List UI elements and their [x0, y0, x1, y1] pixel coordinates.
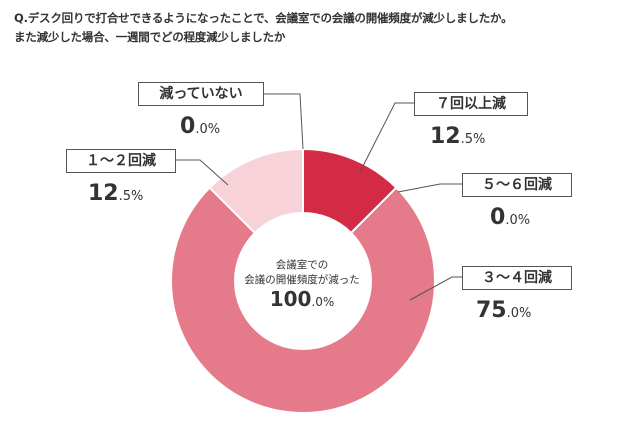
pct-7-plus-dec: .5% — [460, 132, 486, 147]
question-line-1: Q.デスク回りで打合せできるようになったことで、会議室での会議の開催頻度が減少し… — [14, 11, 513, 25]
leader-3-4 — [409, 276, 462, 301]
pct-1-2-main: 12 — [88, 181, 119, 206]
center-value-dec: .0% — [311, 295, 335, 309]
pct-1-2: 12.5% — [88, 181, 143, 206]
pct-3-4-dec: .0% — [506, 306, 532, 321]
pct-1-2-dec: .5% — [118, 189, 144, 204]
pct-3-4: 75.0% — [476, 298, 531, 323]
slice-3-4 — [170, 186, 436, 414]
pct-7-plus: 12.5% — [430, 124, 485, 149]
center-value-main: 100 — [269, 287, 312, 311]
label-1-2: １～２回減 — [66, 149, 176, 173]
leader-5-6 — [397, 183, 462, 193]
pct-5-6-main: 0 — [490, 205, 506, 230]
leader-not-reduced — [262, 93, 304, 150]
question-line-2: また減少した場合、一週間でどの程度減少しましたか — [14, 30, 286, 44]
pct-not-reduced-main: 0 — [180, 114, 196, 139]
label-not-reduced: 減っていない — [138, 82, 264, 106]
pct-not-reduced: 0.0% — [180, 114, 220, 139]
leader-1-2 — [174, 159, 229, 186]
pct-not-reduced-dec: .0% — [195, 122, 221, 137]
pct-7-plus-main: 12 — [430, 124, 461, 149]
center-value: 100.0% — [222, 289, 382, 311]
center-line-1: 会議室での — [275, 259, 329, 271]
center-label: 会議室での 会議の開催頻度が減った 100.0% — [222, 258, 382, 311]
center-line-2: 会議の開催頻度が減った — [244, 274, 360, 286]
label-7-plus: ７回以上減 — [414, 92, 528, 116]
pct-5-6-dec: .0% — [505, 213, 531, 228]
pct-3-4-main: 75 — [476, 298, 507, 323]
leader-7-plus — [359, 102, 414, 173]
label-3-4: ３～４回減 — [462, 266, 572, 290]
label-5-6: ５～６回減 — [462, 173, 572, 197]
pct-5-6: 0.0% — [490, 205, 530, 230]
